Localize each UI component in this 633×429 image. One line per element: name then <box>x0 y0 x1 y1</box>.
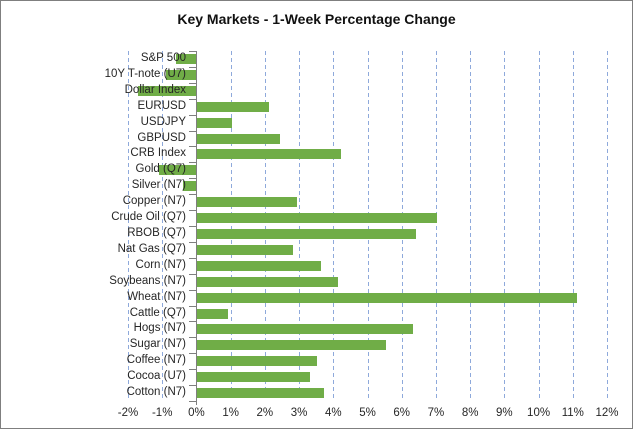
x-tick-label: 5% <box>359 407 376 419</box>
gridline-10pct <box>538 51 540 401</box>
bar-crb-index <box>197 149 342 160</box>
x-tick-label: -1% <box>151 407 173 419</box>
category-label: Sugar (N7) <box>129 338 186 351</box>
category-label: Hogs (N7) <box>133 322 186 335</box>
category-label: Gold (Q7) <box>135 163 187 176</box>
category-label: Cattle (Q7) <box>129 306 186 319</box>
category-label: CRB Index <box>130 147 186 160</box>
y-axis-tick <box>189 146 197 148</box>
y-axis-tick <box>189 305 197 307</box>
category-label: GBPUSD <box>137 131 186 144</box>
bar-silver-n7 <box>182 181 197 192</box>
y-axis-tick <box>189 321 197 323</box>
bar-copper-n7 <box>197 197 297 208</box>
category-label: Dollar Index <box>124 83 186 96</box>
bar-gold-q7 <box>158 165 197 176</box>
x-tick-label: 3% <box>290 407 308 419</box>
x-tick-label: 6% <box>393 407 411 419</box>
category-label: EURUSD <box>137 99 186 112</box>
category-label: Silver (N7) <box>131 179 186 192</box>
category-label: Nat Gas (Q7) <box>117 242 186 255</box>
y-axis-tick <box>189 385 197 387</box>
bar-sugar-n7 <box>197 340 386 351</box>
bar-corn-n7 <box>197 260 321 271</box>
y-axis-tick <box>189 226 197 227</box>
y-axis-tick <box>189 114 197 116</box>
category-label: 10Y T-note (U7) <box>104 67 186 80</box>
y-axis-tick <box>189 401 197 402</box>
category-label: Soybeans (N7) <box>109 274 186 287</box>
bar-wheat-n7 <box>197 292 578 303</box>
bar-eurusd <box>197 101 270 112</box>
gridline-1pct <box>230 51 232 401</box>
gridline-4pct <box>333 51 335 401</box>
x-tick-label: 10% <box>527 407 551 419</box>
y-axis-tick <box>189 178 197 180</box>
y-axis-tick <box>189 130 197 132</box>
y-axis-tick <box>189 241 197 243</box>
category-label: Cocoa (U7) <box>127 370 186 383</box>
y-axis-tick <box>189 66 197 68</box>
x-tick-label: 4% <box>324 407 342 419</box>
bar-soybeans-n7 <box>197 276 338 287</box>
x-tick-label: 11% <box>561 407 584 419</box>
category-label: Crude Oil (Q7) <box>111 211 186 224</box>
gridline-5pct <box>367 51 369 401</box>
bar-coffee-n7 <box>197 356 318 367</box>
x-tick-label: 12% <box>595 407 619 419</box>
y-axis-tick <box>189 273 197 275</box>
x-tick-label: -2% <box>117 407 139 419</box>
category-label: USDJPY <box>140 115 186 128</box>
gridline--1pct <box>162 51 164 401</box>
y-axis-tick <box>189 337 197 339</box>
bar-hogs-n7 <box>197 324 413 335</box>
bar-gbpusd <box>197 133 280 144</box>
category-label: S&P 500 <box>140 51 186 64</box>
category-label: RBOB (Q7) <box>127 226 186 239</box>
category-label: Cotton (N7) <box>126 386 186 399</box>
bar-10y-t-note-u7 <box>165 69 197 80</box>
y-axis-tick <box>189 289 197 291</box>
chart-title: Key Markets - 1-Week Percentage Change <box>177 11 456 27</box>
x-tick-label: 7% <box>427 407 445 419</box>
category-label: Coffee (N7) <box>126 354 186 367</box>
bar-s-p-500 <box>175 53 197 64</box>
x-tick-label: 0% <box>188 407 205 419</box>
y-axis-tick <box>189 194 197 196</box>
x-tick-label: 1% <box>222 407 239 419</box>
bar-rbob-q7 <box>197 228 417 239</box>
gridline-6pct <box>401 51 403 401</box>
bar-nat-gas-q7 <box>197 244 294 255</box>
gridline-8pct <box>470 51 472 401</box>
bar-cocoa-u7 <box>197 372 311 383</box>
gridline-3pct <box>299 51 301 401</box>
gridline-12pct <box>607 51 608 401</box>
gridline-9pct <box>504 51 506 401</box>
y-axis-tick <box>189 353 197 355</box>
bar-cattle-q7 <box>197 308 229 319</box>
y-axis-tick <box>189 82 197 84</box>
zero-axis <box>196 51 198 405</box>
gridline-11pct <box>572 51 574 401</box>
gridline-7pct <box>435 51 437 401</box>
x-tick-label: 2% <box>256 407 274 419</box>
category-label: Copper (N7) <box>122 195 186 208</box>
y-axis-tick <box>189 210 197 212</box>
category-label: Wheat (N7) <box>127 290 186 303</box>
x-tick-label: 8% <box>461 407 479 419</box>
y-axis-tick <box>189 51 197 52</box>
y-axis-tick <box>189 162 197 164</box>
y-axis-tick <box>189 98 197 100</box>
gridline-2pct <box>264 51 266 401</box>
bar-dollar-index <box>138 85 197 96</box>
bar-cotton-n7 <box>197 388 324 399</box>
category-label: Corn (N7) <box>135 258 186 271</box>
y-axis-tick <box>189 257 197 259</box>
x-tick-label: 9% <box>496 407 513 419</box>
bar-usdjpy <box>197 117 232 128</box>
bar-crude-oil-q7 <box>197 213 437 224</box>
y-axis-tick <box>189 369 197 371</box>
gridline--2pct <box>128 51 129 401</box>
